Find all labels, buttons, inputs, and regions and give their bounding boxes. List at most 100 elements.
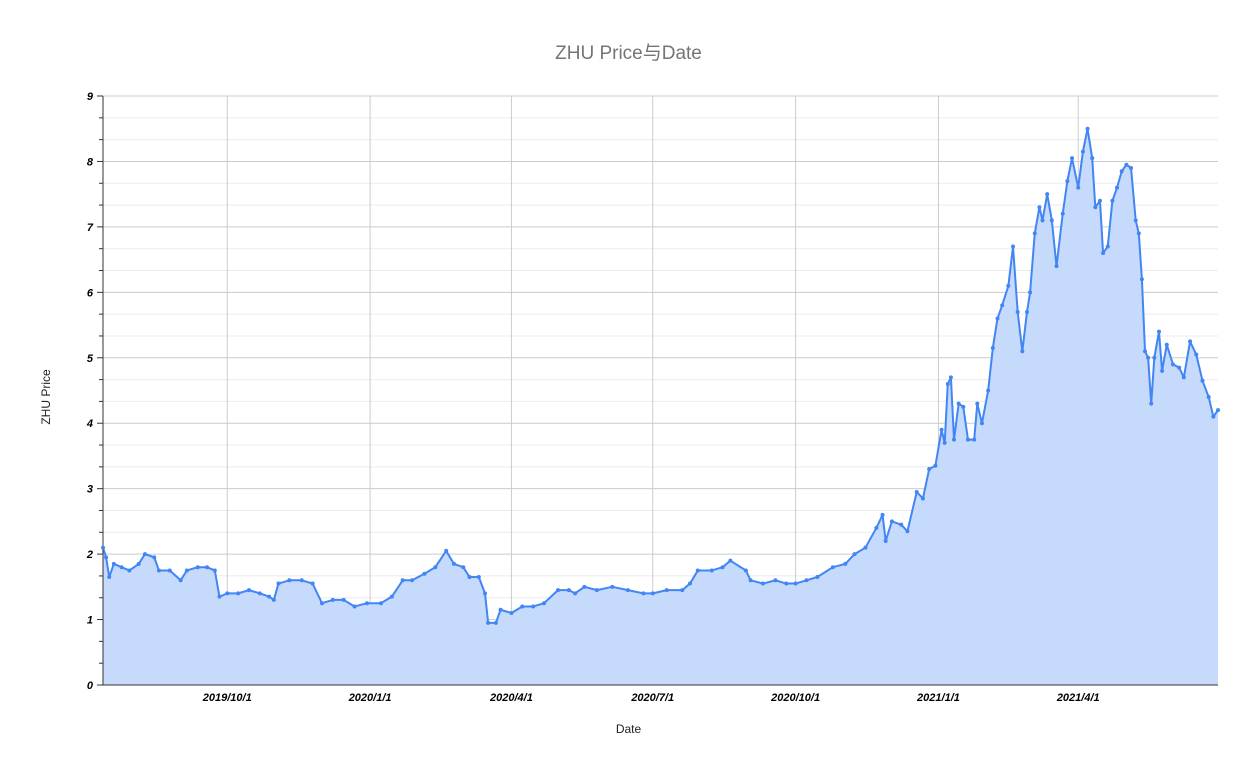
data-point xyxy=(476,575,481,580)
data-point xyxy=(217,594,222,599)
data-point xyxy=(1133,218,1138,223)
data-point xyxy=(365,601,369,606)
data-point xyxy=(1115,185,1120,190)
data-point xyxy=(451,561,456,566)
data-point xyxy=(1136,231,1141,236)
x-axis-title: Date xyxy=(615,722,642,736)
data-point xyxy=(195,565,200,570)
data-point xyxy=(1211,414,1216,419)
data-point xyxy=(728,558,733,563)
y-tick-label: 1 xyxy=(87,615,93,627)
x-tick-label: 2020/1/1 xyxy=(348,692,392,704)
data-point xyxy=(205,565,210,570)
data-point xyxy=(927,467,932,472)
x-tick-label: 2021/4/1 xyxy=(1056,692,1100,704)
data-point xyxy=(582,584,587,589)
area-fill xyxy=(103,128,1218,686)
data-point xyxy=(625,588,630,593)
data-point xyxy=(319,601,324,606)
data-point xyxy=(225,591,230,596)
data-point xyxy=(641,591,646,596)
data-point xyxy=(1170,362,1175,367)
data-point xyxy=(650,591,655,596)
data-point xyxy=(1028,290,1033,295)
data-point xyxy=(378,601,383,606)
data-point xyxy=(784,581,789,586)
data-point xyxy=(276,581,281,586)
data-point xyxy=(107,575,112,580)
data-point xyxy=(1024,309,1029,314)
data-point xyxy=(1093,205,1098,210)
data-point xyxy=(156,568,161,573)
x-tick-label: 2020/10/1 xyxy=(770,692,820,704)
data-point xyxy=(1146,355,1151,360)
data-point xyxy=(142,552,147,557)
data-point xyxy=(352,604,357,609)
series-area xyxy=(102,127,1219,686)
data-point xyxy=(1177,365,1182,370)
data-point xyxy=(889,519,894,524)
data-point xyxy=(556,588,561,593)
data-point xyxy=(843,561,848,566)
data-point xyxy=(1090,156,1095,161)
data-point xyxy=(287,578,292,583)
data-point xyxy=(720,565,725,570)
data-point xyxy=(1156,329,1161,334)
data-point xyxy=(905,529,910,534)
data-point xyxy=(542,601,547,606)
data-point xyxy=(101,545,105,550)
data-point xyxy=(486,620,491,625)
data-point xyxy=(1037,205,1042,210)
data-point xyxy=(271,597,276,602)
data-point xyxy=(1097,198,1102,203)
data-point xyxy=(945,381,950,386)
data-point xyxy=(1216,408,1220,413)
data-point xyxy=(1015,309,1020,314)
data-point xyxy=(1065,179,1070,184)
data-point xyxy=(267,594,272,599)
data-point xyxy=(1085,126,1090,131)
data-point xyxy=(986,388,991,393)
tick-labels: 0 1 2 3 4 5 6 7 8 9 2019/10/1 2020/1/1 2020/4/1 2020/… xyxy=(86,91,1100,704)
axes xyxy=(97,95,1218,686)
data-point xyxy=(933,463,938,468)
data-point xyxy=(1206,395,1211,400)
y-tick-label: 7 xyxy=(87,222,94,234)
data-point xyxy=(520,604,525,609)
data-point xyxy=(1006,283,1011,288)
data-point xyxy=(461,565,466,570)
data-point xyxy=(1119,169,1124,174)
data-point xyxy=(899,522,904,527)
data-point xyxy=(483,591,488,596)
data-point xyxy=(257,591,262,596)
data-point xyxy=(246,588,251,593)
data-point xyxy=(389,594,394,599)
data-point xyxy=(104,555,109,560)
data-point xyxy=(493,620,498,625)
data-point xyxy=(1188,339,1193,344)
data-point xyxy=(920,496,925,501)
data-point xyxy=(793,581,798,586)
data-point xyxy=(956,401,961,406)
data-point xyxy=(874,525,879,530)
data-point xyxy=(531,604,536,609)
data-point xyxy=(1076,185,1081,190)
data-point xyxy=(1152,355,1157,360)
data-point xyxy=(1160,368,1165,373)
chart-title: ZHU Price与Date xyxy=(555,43,702,64)
data-point xyxy=(433,565,438,570)
data-point xyxy=(1040,218,1045,223)
data-point xyxy=(995,316,1000,321)
data-point xyxy=(1011,244,1016,249)
data-point xyxy=(1200,378,1205,383)
data-point xyxy=(467,575,472,580)
data-point xyxy=(939,427,944,432)
data-point xyxy=(1060,211,1065,216)
data-point xyxy=(883,539,888,544)
x-tick-label: 2020/4/1 xyxy=(489,692,533,704)
y-tick-label: 5 xyxy=(87,353,94,365)
data-point xyxy=(1070,156,1075,161)
data-point xyxy=(852,552,857,557)
y-tick-label: 0 xyxy=(87,680,94,692)
data-point xyxy=(664,588,669,593)
